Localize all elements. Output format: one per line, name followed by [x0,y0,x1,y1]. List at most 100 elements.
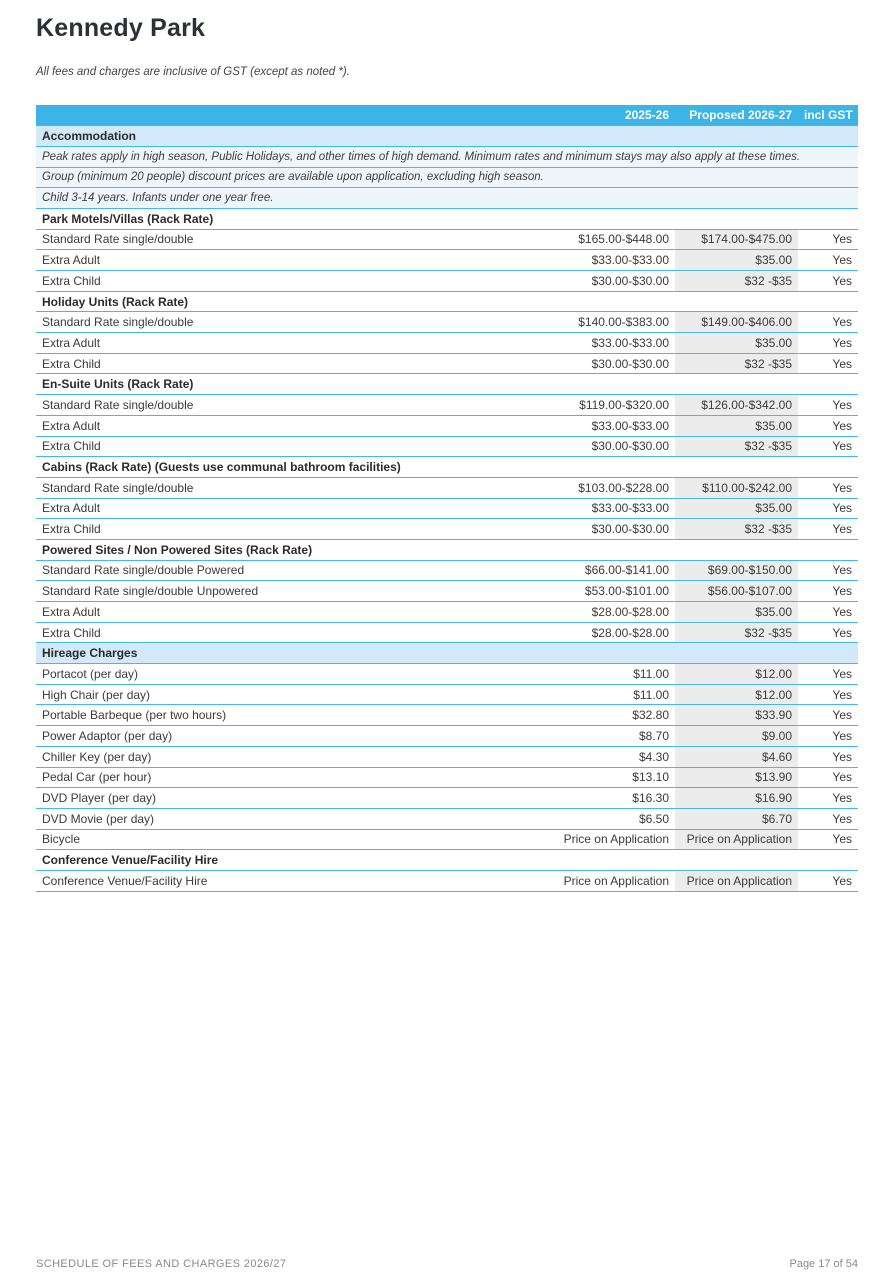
table-row: Chiller Key (per day) $4.30 $4.60 Yes [36,746,858,768]
table-row: Portable Barbeque (per two hours) $32.80 $… [36,704,858,727]
header-proposed-year: Proposed 2026-27 [675,105,798,127]
section-row: Hireage Charges [36,642,858,665]
fee-2025-26: $11.00 [553,663,675,685]
fee-description: Extra Adult [36,332,553,354]
fee-2025-26: $30.00-$30.00 [553,270,675,292]
fee-proposed-2026-27: $174.00-$475.00 [675,229,798,251]
fee-proposed-2026-27: $9.00 [675,725,798,747]
fee-2025-26: Price on Application [553,829,675,851]
section-heading: En-Suite Units (Rack Rate) [36,373,858,396]
incl-gst: Yes [798,394,858,416]
subheading-row: En-Suite Units (Rack Rate) [36,373,858,396]
fee-description: Extra Child [36,436,553,458]
fee-proposed-2026-27: $35.00 [675,332,798,354]
table-row: Standard Rate single/double $103.00-$228.… [36,477,858,499]
fee-description: Portable Barbeque (per two hours) [36,704,553,727]
incl-gst: Yes [798,684,858,706]
header-current-year: 2025-26 [553,105,675,127]
note-row: Child 3-14 years. Infants under one year… [36,187,858,209]
fee-2025-26: $8.70 [553,725,675,747]
incl-gst: Yes [798,477,858,499]
incl-gst: Yes [798,787,858,809]
fee-2025-26: Price on Application [553,870,675,892]
fee-description: Pedal Car (per hour) [36,767,553,789]
fee-description: High Chair (per day) [36,684,553,706]
fee-proposed-2026-27: $33.90 [675,704,798,727]
fee-2025-26: $33.00-$33.00 [553,332,675,354]
incl-gst: Yes [798,436,858,458]
fee-2025-26: $33.00-$33.00 [553,249,675,271]
section-heading: Park Motels/Villas (Rack Rate) [36,208,858,230]
fee-proposed-2026-27: $32 -$35 [675,436,798,458]
incl-gst: Yes [798,270,858,292]
document-footer: SCHEDULE OF FEES AND CHARGES 2026/27 [36,1258,287,1270]
note-text: Child 3-14 years. Infants under one year… [36,187,858,209]
table-row: Extra Child $28.00-$28.00 $32 -$35 Yes [36,622,858,644]
fee-2025-26: $165.00-$448.00 [553,229,675,251]
incl-gst: Yes [798,229,858,251]
fee-description: Portacot (per day) [36,663,553,685]
fee-proposed-2026-27: $35.00 [675,415,798,437]
fee-2025-26: $30.00-$30.00 [553,518,675,540]
fee-2025-26: $32.80 [553,704,675,727]
fee-proposed-2026-27: $69.00-$150.00 [675,560,798,582]
table-row: Extra Child $30.00-$30.00 $32 -$35 Yes [36,353,858,375]
incl-gst: Yes [798,663,858,685]
fee-2025-26: $4.30 [553,746,675,768]
fee-description: Extra Adult [36,498,553,520]
table-row: Pedal Car (per hour) $13.10 $13.90 Yes [36,767,858,789]
table-body: Accommodation Peak rates apply in high se… [36,125,858,892]
incl-gst: Yes [798,311,858,334]
section-heading: Holiday Units (Rack Rate) [36,291,858,313]
subheading-row: Conference Venue/Facility Hire [36,849,858,871]
incl-gst: Yes [798,332,858,354]
table-row: Bicycle Price on Application Price on Appl… [36,829,858,851]
fee-proposed-2026-27: $35.00 [675,601,798,623]
table-row: Standard Rate single/double Unpowered $53… [36,580,858,602]
fee-description: Extra Child [36,270,553,292]
fee-description: Standard Rate single/double [36,394,553,416]
incl-gst: Yes [798,829,858,851]
fee-description: Extra Child [36,353,553,375]
incl-gst: Yes [798,870,858,892]
fee-proposed-2026-27: $32 -$35 [675,622,798,644]
incl-gst: Yes [798,808,858,830]
section-heading: Cabins (Rack Rate) (Guests use communal … [36,456,858,478]
fee-description: Extra Adult [36,601,553,623]
fee-2025-26: $11.00 [553,684,675,706]
fee-2025-26: $16.30 [553,787,675,809]
fee-2025-26: $140.00-$383.00 [553,311,675,334]
table-row: Standard Rate single/double $119.00-$320.… [36,394,858,416]
incl-gst: Yes [798,601,858,623]
table-row: Extra Adult $33.00-$33.00 $35.00 Yes [36,415,858,437]
fee-description: Extra Child [36,518,553,540]
fee-2025-26: $53.00-$101.00 [553,580,675,602]
table-row: Extra Child $30.00-$30.00 $32 -$35 Yes [36,436,858,458]
fee-description: Standard Rate single/double [36,229,553,251]
incl-gst: Yes [798,249,858,271]
page-title: Kennedy Park [36,14,206,42]
table-row: DVD Movie (per day) $6.50 $6.70 Yes [36,808,858,830]
fee-description: Standard Rate single/double Powered [36,560,553,582]
fee-proposed-2026-27: Price on Application [675,870,798,892]
table-row: Conference Venue/Facility Hire Price on A… [36,870,858,892]
fee-2025-26: $6.50 [553,808,675,830]
subheading-row: Holiday Units (Rack Rate) [36,291,858,313]
fee-2025-26: $66.00-$141.00 [553,560,675,582]
fee-2025-26: $103.00-$228.00 [553,477,675,499]
fee-proposed-2026-27: $35.00 [675,249,798,271]
table-row: High Chair (per day) $11.00 $12.00 Yes [36,684,858,706]
fee-description: Power Adaptor (per day) [36,725,553,747]
table-row: Extra Adult $33.00-$33.00 $35.00 Yes [36,332,858,354]
table-row: Extra Child $30.00-$30.00 $32 -$35 Yes [36,270,858,292]
fee-proposed-2026-27: $6.70 [675,808,798,830]
note-text: Peak rates apply in high season, Public … [36,146,858,168]
gst-note: All fees and charges are inclusive of GS… [36,66,350,78]
fee-description: Chiller Key (per day) [36,746,553,768]
fee-proposed-2026-27: $32 -$35 [675,270,798,292]
section-heading: Hireage Charges [36,642,858,665]
page-number: Page 17 of 54 [789,1258,858,1270]
fee-2025-26: $30.00-$30.00 [553,436,675,458]
section-heading: Accommodation [36,125,858,147]
table-row: Portacot (per day) $11.00 $12.00 Yes [36,663,858,685]
